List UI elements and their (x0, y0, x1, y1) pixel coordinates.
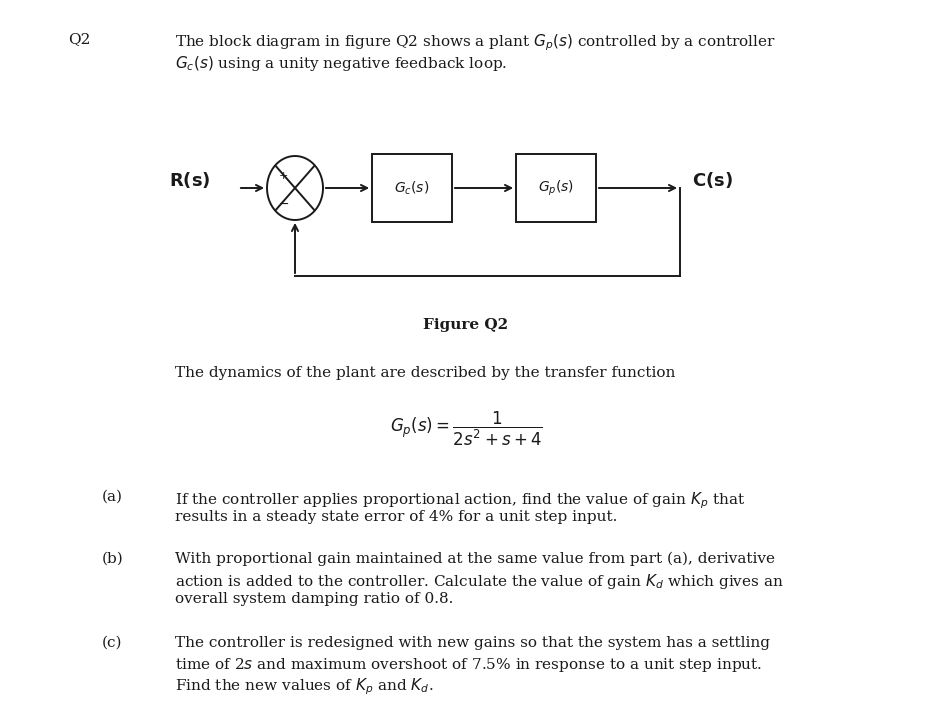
Text: $\mathbf{R(s)}$: $\mathbf{R(s)}$ (170, 170, 211, 190)
Text: −: − (279, 198, 289, 211)
Text: $G_p(s) = \dfrac{1}{2s^2 + s + 4}$: $G_p(s) = \dfrac{1}{2s^2 + s + 4}$ (390, 410, 542, 449)
Text: Find the new values of $K_p$ and $K_d$.: Find the new values of $K_p$ and $K_d$. (175, 676, 433, 696)
Text: Q2: Q2 (68, 32, 90, 46)
Text: +: + (279, 171, 288, 181)
Text: $\mathbf{C(s)}$: $\mathbf{C(s)}$ (692, 170, 733, 190)
Text: results in a steady state error of 4% for a unit step input.: results in a steady state error of 4% fo… (175, 510, 617, 524)
Text: action is added to the controller. Calculate the value of gain $K_d$ which gives: action is added to the controller. Calcu… (175, 572, 784, 591)
Text: time of 2$s$ and maximum overshoot of 7.5% in response to a unit step input.: time of 2$s$ and maximum overshoot of 7.… (175, 656, 762, 674)
Text: The block diagram in figure Q2 shows a plant $G_p(s)$ controlled by a controller: The block diagram in figure Q2 shows a p… (175, 32, 776, 53)
Text: (a): (a) (102, 490, 123, 504)
Text: The controller is redesigned with new gains so that the system has a settling: The controller is redesigned with new ga… (175, 636, 770, 650)
Text: The dynamics of the plant are described by the transfer function: The dynamics of the plant are described … (175, 366, 676, 380)
Text: $G_c(s)$ using a unity negative feedback loop.: $G_c(s)$ using a unity negative feedback… (175, 54, 507, 73)
Text: $G_p(s)$: $G_p(s)$ (538, 178, 574, 198)
Text: (b): (b) (102, 552, 124, 566)
Text: With proportional gain maintained at the same value from part (a), derivative: With proportional gain maintained at the… (175, 552, 775, 566)
Text: Figure Q2: Figure Q2 (423, 318, 509, 332)
Text: $G_c(s)$: $G_c(s)$ (394, 179, 430, 197)
Text: overall system damping ratio of 0.8.: overall system damping ratio of 0.8. (175, 592, 453, 606)
Text: If the controller applies proportional action, find the value of gain $K_p$ that: If the controller applies proportional a… (175, 490, 746, 511)
Text: (c): (c) (102, 636, 122, 650)
